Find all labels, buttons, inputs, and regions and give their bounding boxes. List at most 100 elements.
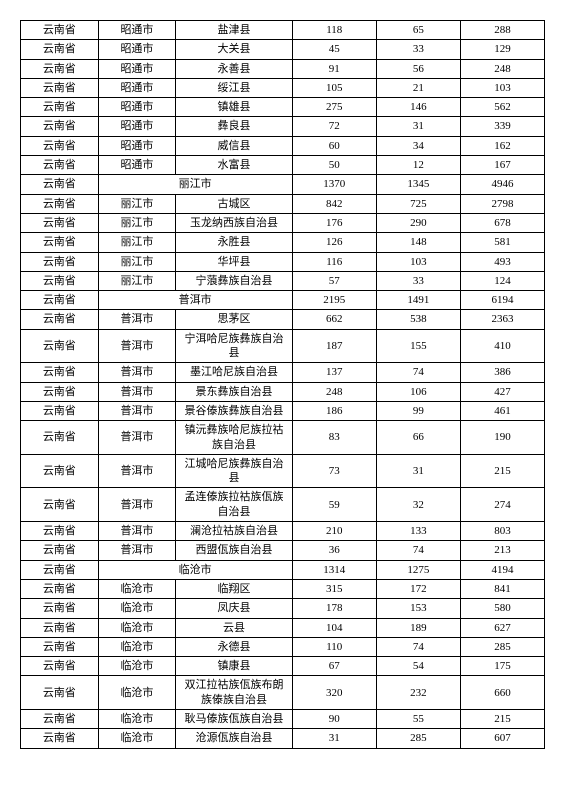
cell-county: 古城区 (176, 194, 292, 213)
cell-city: 临沧市 (98, 618, 176, 637)
cell-province: 云南省 (21, 729, 99, 748)
cell-value: 186 (292, 401, 376, 420)
cell-value: 110 (292, 637, 376, 656)
cell-value: 74 (376, 637, 460, 656)
cell-value: 580 (460, 599, 544, 618)
cell-value: 74 (376, 363, 460, 382)
cell-city: 昭通市 (98, 21, 176, 40)
cell-value: 36 (292, 541, 376, 560)
cell-county: 耿马傣族佤族自治县 (176, 709, 292, 728)
cell-value: 118 (292, 21, 376, 40)
cell-county: 镇雄县 (176, 98, 292, 117)
table-body: 云南省昭通市盐津县11865288云南省昭通市大关县4533129云南省昭通市永… (21, 21, 545, 749)
cell-value: 105 (292, 78, 376, 97)
cell-city: 昭通市 (98, 40, 176, 59)
table-row: 云南省普洱市景东彝族自治县248106427 (21, 382, 545, 401)
cell-value: 67 (292, 657, 376, 676)
table-row: 云南省普洱市江城哈尼族彝族自治县7331215 (21, 454, 545, 488)
cell-value: 116 (292, 252, 376, 271)
cell-county: 孟连傣族拉祜族佤族自治县 (176, 488, 292, 522)
cell-value: 215 (460, 454, 544, 488)
cell-province: 云南省 (21, 271, 99, 290)
table-row: 云南省丽江市宁蒗彝族自治县5733124 (21, 271, 545, 290)
table-row: 云南省昭通市大关县4533129 (21, 40, 545, 59)
cell-value: 153 (376, 599, 460, 618)
cell-city: 丽江市 (98, 271, 176, 290)
cell-value: 55 (376, 709, 460, 728)
cell-value: 33 (376, 271, 460, 290)
cell-province: 云南省 (21, 175, 99, 194)
cell-province: 云南省 (21, 421, 99, 455)
cell-county: 盐津县 (176, 21, 292, 40)
cell-province: 云南省 (21, 156, 99, 175)
cell-value: 538 (376, 310, 460, 329)
cell-value: 290 (376, 213, 460, 232)
cell-value: 678 (460, 213, 544, 232)
cell-value: 248 (460, 59, 544, 78)
cell-value: 74 (376, 541, 460, 560)
cell-county: 凤庆县 (176, 599, 292, 618)
cell-province: 云南省 (21, 657, 99, 676)
cell-value: 2363 (460, 310, 544, 329)
cell-city: 丽江市 (98, 213, 176, 232)
cell-province: 云南省 (21, 310, 99, 329)
cell-county: 临翔区 (176, 579, 292, 598)
cell-value: 57 (292, 271, 376, 290)
cell-value: 103 (460, 78, 544, 97)
cell-county: 云县 (176, 618, 292, 637)
cell-value: 288 (460, 21, 544, 40)
cell-county: 彝良县 (176, 117, 292, 136)
cell-province: 云南省 (21, 401, 99, 420)
cell-value: 99 (376, 401, 460, 420)
cell-value: 54 (376, 657, 460, 676)
cell-value: 1275 (376, 560, 460, 579)
table-row: 云南省临沧市镇康县6754175 (21, 657, 545, 676)
cell-province: 云南省 (21, 40, 99, 59)
cell-value: 32 (376, 488, 460, 522)
cell-province: 云南省 (21, 329, 99, 363)
cell-value: 315 (292, 579, 376, 598)
cell-county: 镇康县 (176, 657, 292, 676)
cell-value: 31 (376, 117, 460, 136)
cell-county: 永德县 (176, 637, 292, 656)
cell-city: 昭通市 (98, 117, 176, 136)
cell-province: 云南省 (21, 579, 99, 598)
cell-city: 普洱市 (98, 454, 176, 488)
cell-value: 410 (460, 329, 544, 363)
table-row: 云南省普洱市镇沅彝族哈尼族拉祜族自治县8366190 (21, 421, 545, 455)
cell-value: 175 (460, 657, 544, 676)
cell-value: 4946 (460, 175, 544, 194)
table-row: 云南省普洱市墨江哈尼族自治县13774386 (21, 363, 545, 382)
cell-county: 大关县 (176, 40, 292, 59)
cell-value: 627 (460, 618, 544, 637)
cell-county: 永胜县 (176, 233, 292, 252)
cell-province: 云南省 (21, 382, 99, 401)
cell-city: 临沧市 (98, 676, 176, 710)
cell-province: 云南省 (21, 78, 99, 97)
cell-value: 189 (376, 618, 460, 637)
cell-value: 215 (460, 709, 544, 728)
cell-city: 临沧市 (98, 579, 176, 598)
table-row: 云南省临沧市131412754194 (21, 560, 545, 579)
cell-city: 临沧市 (98, 637, 176, 656)
table-row: 云南省普洱市景谷傣族彝族自治县18699461 (21, 401, 545, 420)
cell-province: 云南省 (21, 117, 99, 136)
cell-value: 60 (292, 136, 376, 155)
cell-value: 1345 (376, 175, 460, 194)
cell-value: 662 (292, 310, 376, 329)
cell-value: 178 (292, 599, 376, 618)
cell-value: 31 (376, 454, 460, 488)
cell-value: 607 (460, 729, 544, 748)
cell-value: 137 (292, 363, 376, 382)
cell-value: 1491 (376, 291, 460, 310)
cell-value: 339 (460, 117, 544, 136)
cell-city: 普洱市 (98, 488, 176, 522)
cell-province: 云南省 (21, 541, 99, 560)
table-row: 云南省丽江市137013454946 (21, 175, 545, 194)
table-row: 云南省丽江市玉龙纳西族自治县176290678 (21, 213, 545, 232)
cell-value: 34 (376, 136, 460, 155)
cell-city: 丽江市 (98, 252, 176, 271)
cell-city-subtotal: 普洱市 (98, 291, 292, 310)
table-row: 云南省普洱市219514916194 (21, 291, 545, 310)
cell-value: 248 (292, 382, 376, 401)
